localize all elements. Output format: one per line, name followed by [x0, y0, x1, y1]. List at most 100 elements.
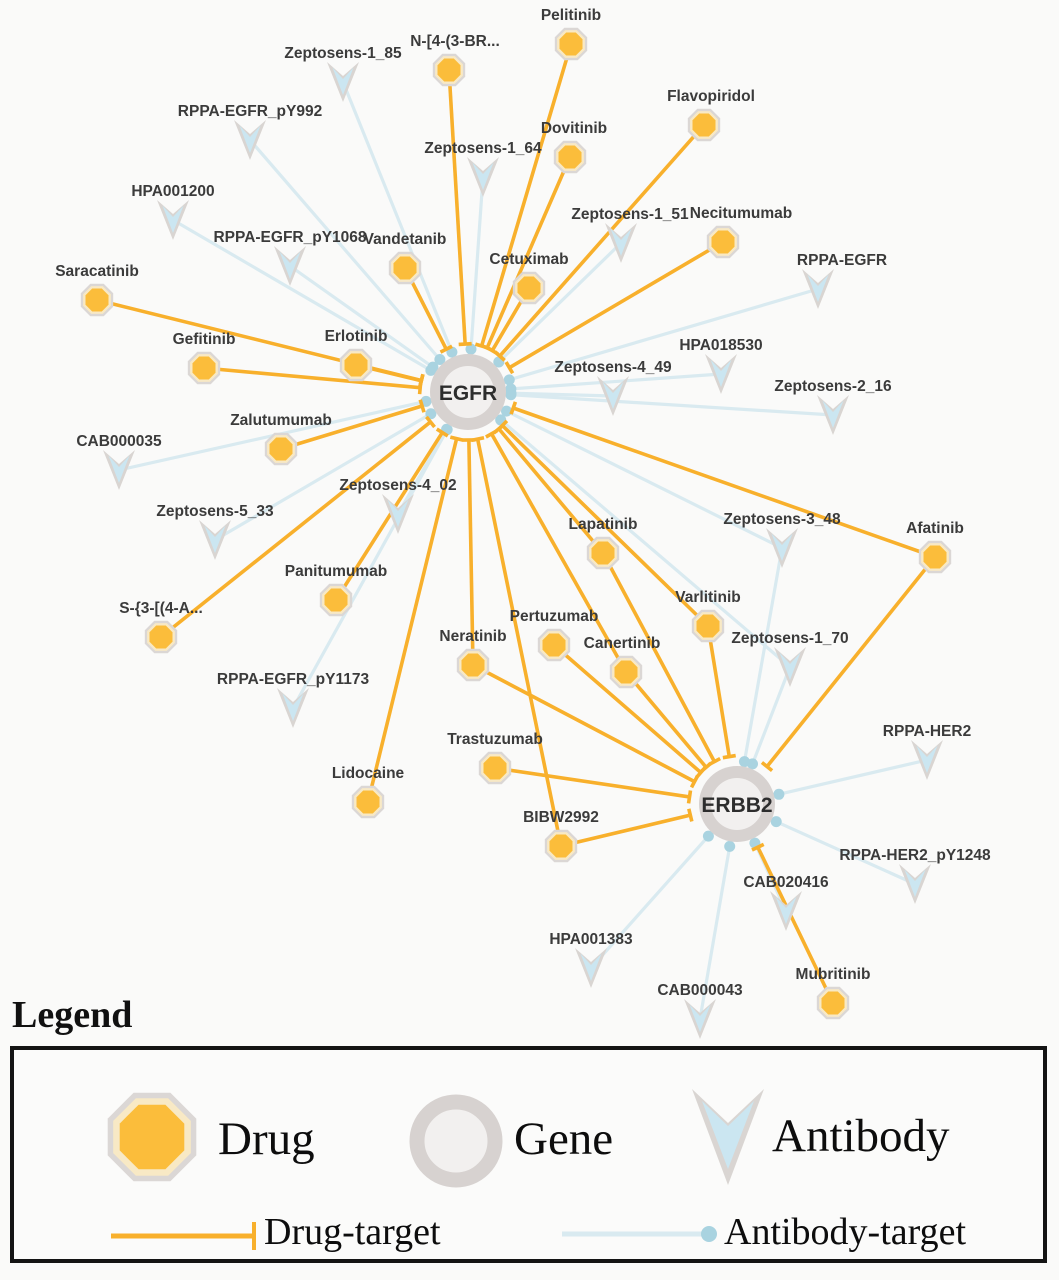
node-label: Panitumumab: [285, 563, 387, 580]
edge-antibody-target: [495, 241, 623, 366]
antibody-edge-dot: [702, 830, 714, 842]
antibody-chevron-fill: [689, 1004, 711, 1032]
antibody-node-zeptosens-2-16[interactable]: [817, 395, 849, 435]
node-label: Neratinib: [439, 628, 506, 645]
antibody-chevron-fill: [779, 652, 801, 680]
drug-octagon-icon: [591, 541, 615, 565]
node-label: Zeptosens-4_49: [554, 359, 672, 376]
node-label: S-{3-[(4-A...: [119, 600, 203, 617]
drug-edge-tee: [760, 761, 774, 773]
antibody-node-rppa-egfr-py1173[interactable]: [277, 688, 309, 728]
antibody-node-hpa001383[interactable]: [575, 948, 607, 988]
drug-edge-tee: [458, 341, 472, 347]
gene-node-erbb2[interactable]: [699, 766, 775, 842]
antibody-node-rppa-her2-py1248[interactable]: [899, 864, 931, 904]
node-label: RPPA-HER2_pY1248: [839, 847, 991, 864]
drug-node-pelitinib[interactable]: [554, 27, 588, 61]
antibody-node-zeptosens-1-85[interactable]: [327, 62, 359, 102]
drug-octagon-icon: [517, 276, 541, 300]
drug-edge-tee: [439, 344, 453, 354]
antibody-chevron-fill: [807, 274, 829, 302]
antibody-node-cab000035[interactable]: [103, 450, 135, 490]
drug-node-zalutumumab[interactable]: [264, 432, 298, 466]
edge-antibody-target: [497, 416, 792, 669]
antibody-node-zeptosens-4-02[interactable]: [382, 494, 414, 534]
legend-antibody-swatch: [692, 1089, 764, 1185]
antibody-node-hpa001200[interactable]: [157, 200, 189, 240]
drug-node-s-3-4-a[interactable]: [144, 620, 178, 654]
antibody-node-zeptosens-1-64[interactable]: [467, 157, 499, 197]
edge-antibody-target: [172, 218, 435, 374]
drug-node-pertuzumab[interactable]: [537, 628, 571, 662]
drug-node-bibw2992[interactable]: [544, 829, 578, 863]
legend-antibody-edge-label: Antibody-target: [724, 1211, 967, 1253]
node-label: Zeptosens-3_48: [723, 511, 841, 528]
edge-drug-target: [479, 43, 573, 347]
node-label: Erlotinib: [325, 328, 388, 345]
edge-drug-target: [472, 663, 696, 784]
drug-edge-tee: [485, 345, 499, 356]
antibody-edge-dot: [503, 374, 515, 386]
legend-drug-label: Drug: [218, 1113, 315, 1165]
node-label: CAB020416: [743, 874, 829, 891]
antibody-chevron-fill: [916, 745, 938, 773]
drug-node-n-4-3-br[interactable]: [432, 53, 466, 87]
antibody-edge-dot: [724, 840, 736, 852]
edge-drug-target: [498, 123, 706, 358]
antibody-node-zeptosens-1-51[interactable]: [605, 223, 637, 263]
edge-drug-target: [485, 156, 572, 349]
edge-antibody-target: [505, 287, 819, 383]
drug-node-varlitinib[interactable]: [691, 609, 725, 643]
antibody-node-zeptosens-4-49[interactable]: [597, 376, 629, 416]
drug-node-vandetanib[interactable]: [388, 251, 422, 285]
antibody-node-rppa-her2[interactable]: [911, 740, 943, 780]
drug-octagon-icon: [559, 32, 583, 56]
drug-octagon-icon: [393, 256, 417, 280]
node-label: Lapatinib: [569, 516, 638, 533]
node-label: Pelitinib: [541, 7, 601, 24]
drug-node-neratinib[interactable]: [456, 648, 490, 682]
drug-node-erlotinib[interactable]: [339, 348, 373, 382]
antibody-node-zeptosens-5-33[interactable]: [199, 520, 231, 560]
edge-antibody-target: [589, 832, 712, 970]
drug-octagon-icon: [923, 545, 947, 569]
legend-drug-swatch: [107, 1092, 197, 1182]
gene-node-egfr[interactable]: [430, 354, 506, 430]
antibody-node-cab000043[interactable]: [684, 999, 716, 1039]
antibody-node-cab020416[interactable]: [770, 891, 802, 931]
drug-octagon-icon: [558, 145, 582, 169]
edge-drug-target: [560, 813, 691, 848]
antibody-node-rppa-egfr[interactable]: [802, 269, 834, 309]
drug-octagon-icon: [692, 113, 716, 137]
drug-node-panitumumab[interactable]: [319, 583, 353, 617]
node-label: Afatinib: [906, 520, 964, 537]
drug-octagon-icon: [85, 288, 109, 312]
drug-node-afatinib[interactable]: [918, 540, 952, 574]
drug-node-gefitinib[interactable]: [187, 351, 221, 385]
drug-edge-tee: [435, 427, 449, 438]
edge-drug-target: [280, 404, 423, 451]
drug-node-trastuzumab[interactable]: [478, 751, 512, 785]
drug-edge-tee: [449, 435, 464, 442]
antibody-node-zeptosens-1-70[interactable]: [774, 647, 806, 687]
drug-node-canertinib[interactable]: [609, 655, 643, 689]
node-label: Flavopiridol: [667, 88, 755, 105]
antibody-node-rppa-egfr-py1068[interactable]: [274, 246, 306, 286]
antibody-chevron-fill: [904, 869, 926, 897]
drug-edge-tee: [496, 419, 509, 432]
edge-antibody-target: [341, 81, 455, 356]
antibody-node-rppa-egfr-py992[interactable]: [234, 120, 266, 160]
drug-node-flavopiridol[interactable]: [687, 108, 721, 142]
drug-node-necitumumab[interactable]: [706, 225, 740, 259]
antibody-node-hpa018530[interactable]: [705, 354, 737, 394]
edge-antibody-target: [507, 391, 614, 398]
drug-node-mubritinib[interactable]: [816, 986, 850, 1020]
drug-node-cetuximab[interactable]: [512, 271, 546, 305]
drug-node-lapatinib[interactable]: [586, 536, 620, 570]
drug-node-dovitinib[interactable]: [553, 140, 587, 174]
node-label: CAB000035: [76, 433, 162, 450]
antibody-node-zeptosens-3-48[interactable]: [766, 528, 798, 568]
drug-node-saracatinib[interactable]: [80, 283, 114, 317]
drug-node-lidocaine[interactable]: [351, 785, 385, 819]
